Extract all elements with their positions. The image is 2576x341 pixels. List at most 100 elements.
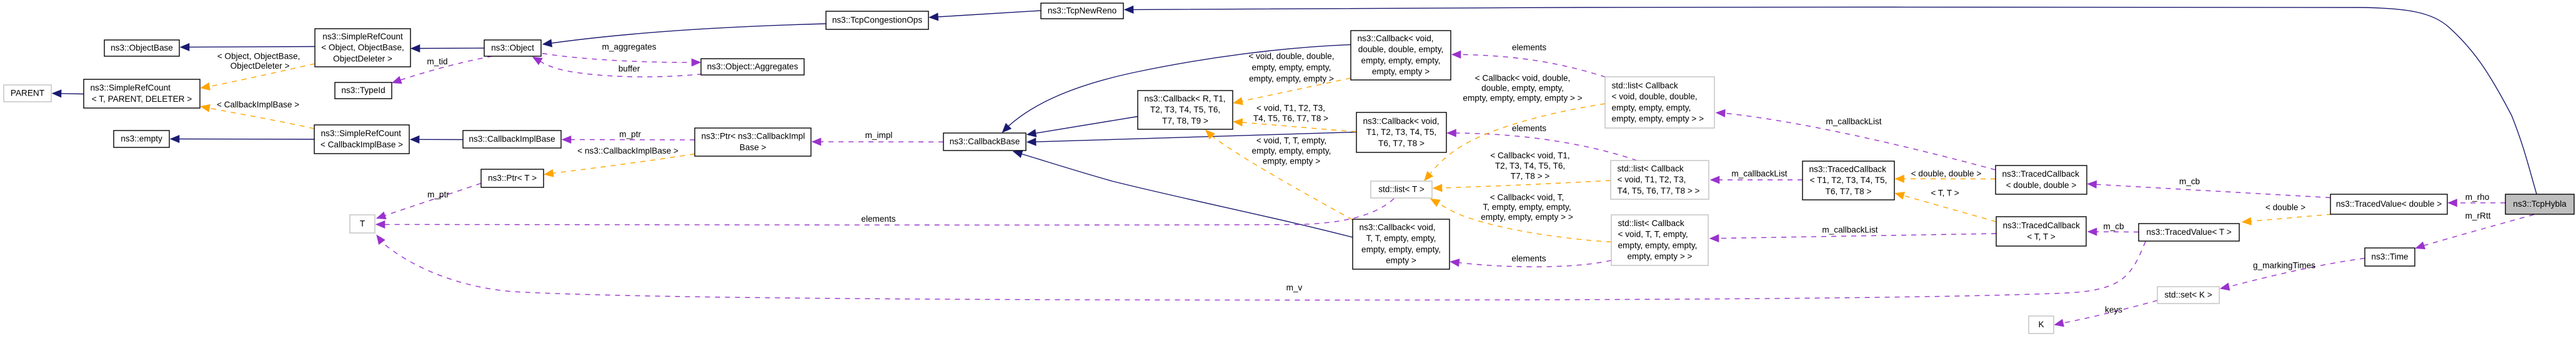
svg-text:ns3::TcpHybla: ns3::TcpHybla <box>2513 199 2567 209</box>
svg-text:< double, double >: < double, double > <box>2006 180 2077 190</box>
svg-text:m_callbackList: m_callbackList <box>1826 117 1881 126</box>
svg-text:< CallbackImplBase >: < CallbackImplBase > <box>321 140 403 149</box>
svg-text:empty, empty >: empty, empty > <box>1372 67 1430 76</box>
svg-text:< Callback< void, T1,: < Callback< void, T1, <box>1490 151 1569 161</box>
svg-text:empty, empty >: empty, empty > <box>1263 157 1320 166</box>
svg-text:m_aggregates: m_aggregates <box>602 42 657 52</box>
svg-text:double, empty, empty,: double, empty, empty, <box>1481 84 1564 93</box>
svg-text:ns3::Ptr< ns3::CallbackImpl: ns3::Ptr< ns3::CallbackImpl <box>702 132 805 141</box>
svg-text:T, T, empty, empty,: T, T, empty, empty, <box>1366 234 1436 243</box>
svg-text:ns3::TcpCongestionOps: ns3::TcpCongestionOps <box>832 16 923 25</box>
svg-text:m_rho: m_rho <box>2465 192 2490 202</box>
svg-text:empty, empty, empty > >: empty, empty, empty > > <box>1612 114 1704 124</box>
svg-text:ns3::Time: ns3::Time <box>2371 252 2408 262</box>
svg-text:< void, T, T, empty,: < void, T, T, empty, <box>1256 136 1326 146</box>
svg-text:< double >: < double > <box>2265 203 2305 212</box>
svg-text:< void, T1, T2, T3,: < void, T1, T2, T3, <box>1256 104 1325 113</box>
svg-text:ns3::Ptr< T >: ns3::Ptr< T > <box>488 174 537 183</box>
svg-text:T7, T8 > >: T7, T8 > > <box>1511 172 1550 181</box>
svg-text:ns3::TracedCallback: ns3::TracedCallback <box>2002 169 2080 179</box>
svg-text:ns3::TracedValue< double >: ns3::TracedValue< double > <box>2336 199 2442 209</box>
svg-text:< void, T, T, empty,: < void, T, T, empty, <box>1618 230 1688 239</box>
svg-text:m_callbackList: m_callbackList <box>1822 225 1877 235</box>
svg-text:m_rRtt: m_rRtt <box>2465 211 2491 220</box>
svg-text:empty, empty, empty,: empty, empty, empty, <box>1252 146 1331 156</box>
svg-text:buffer: buffer <box>619 64 640 73</box>
svg-text:< double, double >: < double, double > <box>1911 169 1982 179</box>
svg-text:ns3::Callback< void,: ns3::Callback< void, <box>1360 223 1436 232</box>
svg-text:elements: elements <box>861 214 895 224</box>
svg-text:< void, double, double,: < void, double, double, <box>1248 52 1334 61</box>
svg-text:empty, empty, empty,: empty, empty, empty, <box>1252 63 1331 72</box>
svg-text:T, empty, empty, empty,: T, empty, empty, empty, <box>1483 202 1571 212</box>
svg-text:ns3::Callback< R, T1,: ns3::Callback< R, T1, <box>1145 94 1226 103</box>
svg-text:empty, empty, empty,: empty, empty, empty, <box>1361 245 1441 254</box>
svg-text:ObjectDeleter >: ObjectDeleter > <box>333 54 392 63</box>
svg-text:T6, T7, T8 >: T6, T7, T8 > <box>1826 187 1872 196</box>
svg-text:ns3::CallbackBase: ns3::CallbackBase <box>950 137 1020 146</box>
svg-text:K: K <box>2038 320 2044 329</box>
svg-text:empty, empty, empty >: empty, empty, empty > <box>1249 74 1334 84</box>
svg-text:m_ptr: m_ptr <box>619 130 641 139</box>
svg-text:< T1, T2, T3, T4, T5,: < T1, T2, T3, T4, T5, <box>1810 175 1887 185</box>
svg-text:< void, double, double,: < void, double, double, <box>1612 92 1698 101</box>
svg-text:empty, empty > >: empty, empty > > <box>1627 252 1692 261</box>
svg-text:< Object, ObjectBase,: < Object, ObjectBase, <box>217 52 301 61</box>
svg-text:empty >: empty > <box>1386 256 1416 265</box>
svg-text:< void, T1, T2, T3,: < void, T1, T2, T3, <box>1618 175 1686 184</box>
svg-text:empty, empty, empty,: empty, empty, empty, <box>1618 240 1698 250</box>
svg-text:elements: elements <box>1512 124 1546 133</box>
svg-text:ObjectDeleter >: ObjectDeleter > <box>231 61 290 71</box>
svg-text:ns3::Object: ns3::Object <box>491 43 534 52</box>
svg-text:< T, T >: < T, T > <box>1931 189 1959 198</box>
svg-text:m_impl: m_impl <box>865 131 893 140</box>
svg-text:T4, T5, T6, T7, T8 >: T4, T5, T6, T7, T8 > <box>1253 114 1328 123</box>
svg-text:std::list< Callback: std::list< Callback <box>1618 164 1684 173</box>
svg-text:m_tid: m_tid <box>427 57 447 66</box>
svg-text:double, double, empty,: double, double, empty, <box>1358 45 1444 54</box>
svg-text:< Object, ObjectBase,: < Object, ObjectBase, <box>321 43 404 52</box>
svg-text:m_cb: m_cb <box>2103 222 2124 231</box>
svg-text:ns3::TracedCallback: ns3::TracedCallback <box>2003 221 2081 230</box>
svg-text:keys: keys <box>2105 305 2122 315</box>
svg-text:m_cb: m_cb <box>2179 177 2200 186</box>
svg-text:ns3::SimpleRefCount: ns3::SimpleRefCount <box>322 32 403 41</box>
svg-text:ns3::empty: ns3::empty <box>121 134 162 144</box>
svg-text:T7, T8, T9 >: T7, T8, T9 > <box>1162 116 1208 126</box>
svg-text:< Callback< void, T,: < Callback< void, T, <box>1490 193 1564 202</box>
svg-text:ns3::Callback< void,: ns3::Callback< void, <box>1358 34 1434 43</box>
svg-text:std::list< Callback: std::list< Callback <box>1618 219 1684 228</box>
svg-text:ns3::TracedCallback: ns3::TracedCallback <box>1809 164 1887 174</box>
svg-text:ns3::Object::Aggregates: ns3::Object::Aggregates <box>707 62 798 71</box>
svg-text:T2, T3, T4, T5, T6,: T2, T3, T4, T5, T6, <box>1495 161 1565 170</box>
svg-text:m_ptr: m_ptr <box>427 190 449 199</box>
svg-text:elements: elements <box>1512 43 1546 52</box>
svg-text:g_markingTimes: g_markingTimes <box>2253 261 2315 270</box>
svg-text:ns3::TypeId: ns3::TypeId <box>341 86 385 95</box>
svg-text:PARENT: PARENT <box>11 89 44 98</box>
svg-text:std::list< Callback: std::list< Callback <box>1612 81 1678 91</box>
svg-text:T4, T5, T6, T7, T8 > >: T4, T5, T6, T7, T8 > > <box>1618 186 1700 195</box>
svg-text:std::set< K >: std::set< K > <box>2164 290 2212 300</box>
svg-text:< T, PARENT, DELETER >: < T, PARENT, DELETER > <box>92 94 192 104</box>
svg-text:empty, empty, empty > >: empty, empty, empty > > <box>1481 212 1573 222</box>
svg-text:< T, T >: < T, T > <box>2027 232 2055 241</box>
svg-text:ns3::CallbackImplBase: ns3::CallbackImplBase <box>469 134 555 144</box>
svg-text:< Callback< void, double,: < Callback< void, double, <box>1475 74 1571 83</box>
svg-text:< ns3::CallbackImplBase >: < ns3::CallbackImplBase > <box>577 146 679 156</box>
svg-text:m_callbackList: m_callbackList <box>1731 169 1787 179</box>
svg-text:ns3::SimpleRefCount: ns3::SimpleRefCount <box>91 83 171 92</box>
svg-text:m_v: m_v <box>1286 283 1303 292</box>
svg-text:std::list< T >: std::list< T > <box>1378 185 1425 194</box>
svg-text:elements: elements <box>1511 254 1546 264</box>
svg-text:ns3::TracedValue< T >: ns3::TracedValue< T > <box>2146 227 2231 237</box>
svg-text:empty, empty, empty,: empty, empty, empty, <box>1612 103 1691 112</box>
svg-text:ns3::ObjectBase: ns3::ObjectBase <box>111 43 173 52</box>
svg-text:T: T <box>360 219 365 229</box>
svg-text:T6, T7, T8 >: T6, T7, T8 > <box>1378 139 1425 148</box>
svg-text:empty, empty, empty, empty > >: empty, empty, empty, empty > > <box>1463 94 1582 103</box>
svg-text:empty, empty, empty,: empty, empty, empty, <box>1361 56 1441 65</box>
svg-text:T2, T3, T4, T5, T6,: T2, T3, T4, T5, T6, <box>1150 105 1220 114</box>
svg-text:ns3::SimpleRefCount: ns3::SimpleRefCount <box>321 129 402 138</box>
svg-text:ns3::Callback< void,: ns3::Callback< void, <box>1363 116 1440 126</box>
